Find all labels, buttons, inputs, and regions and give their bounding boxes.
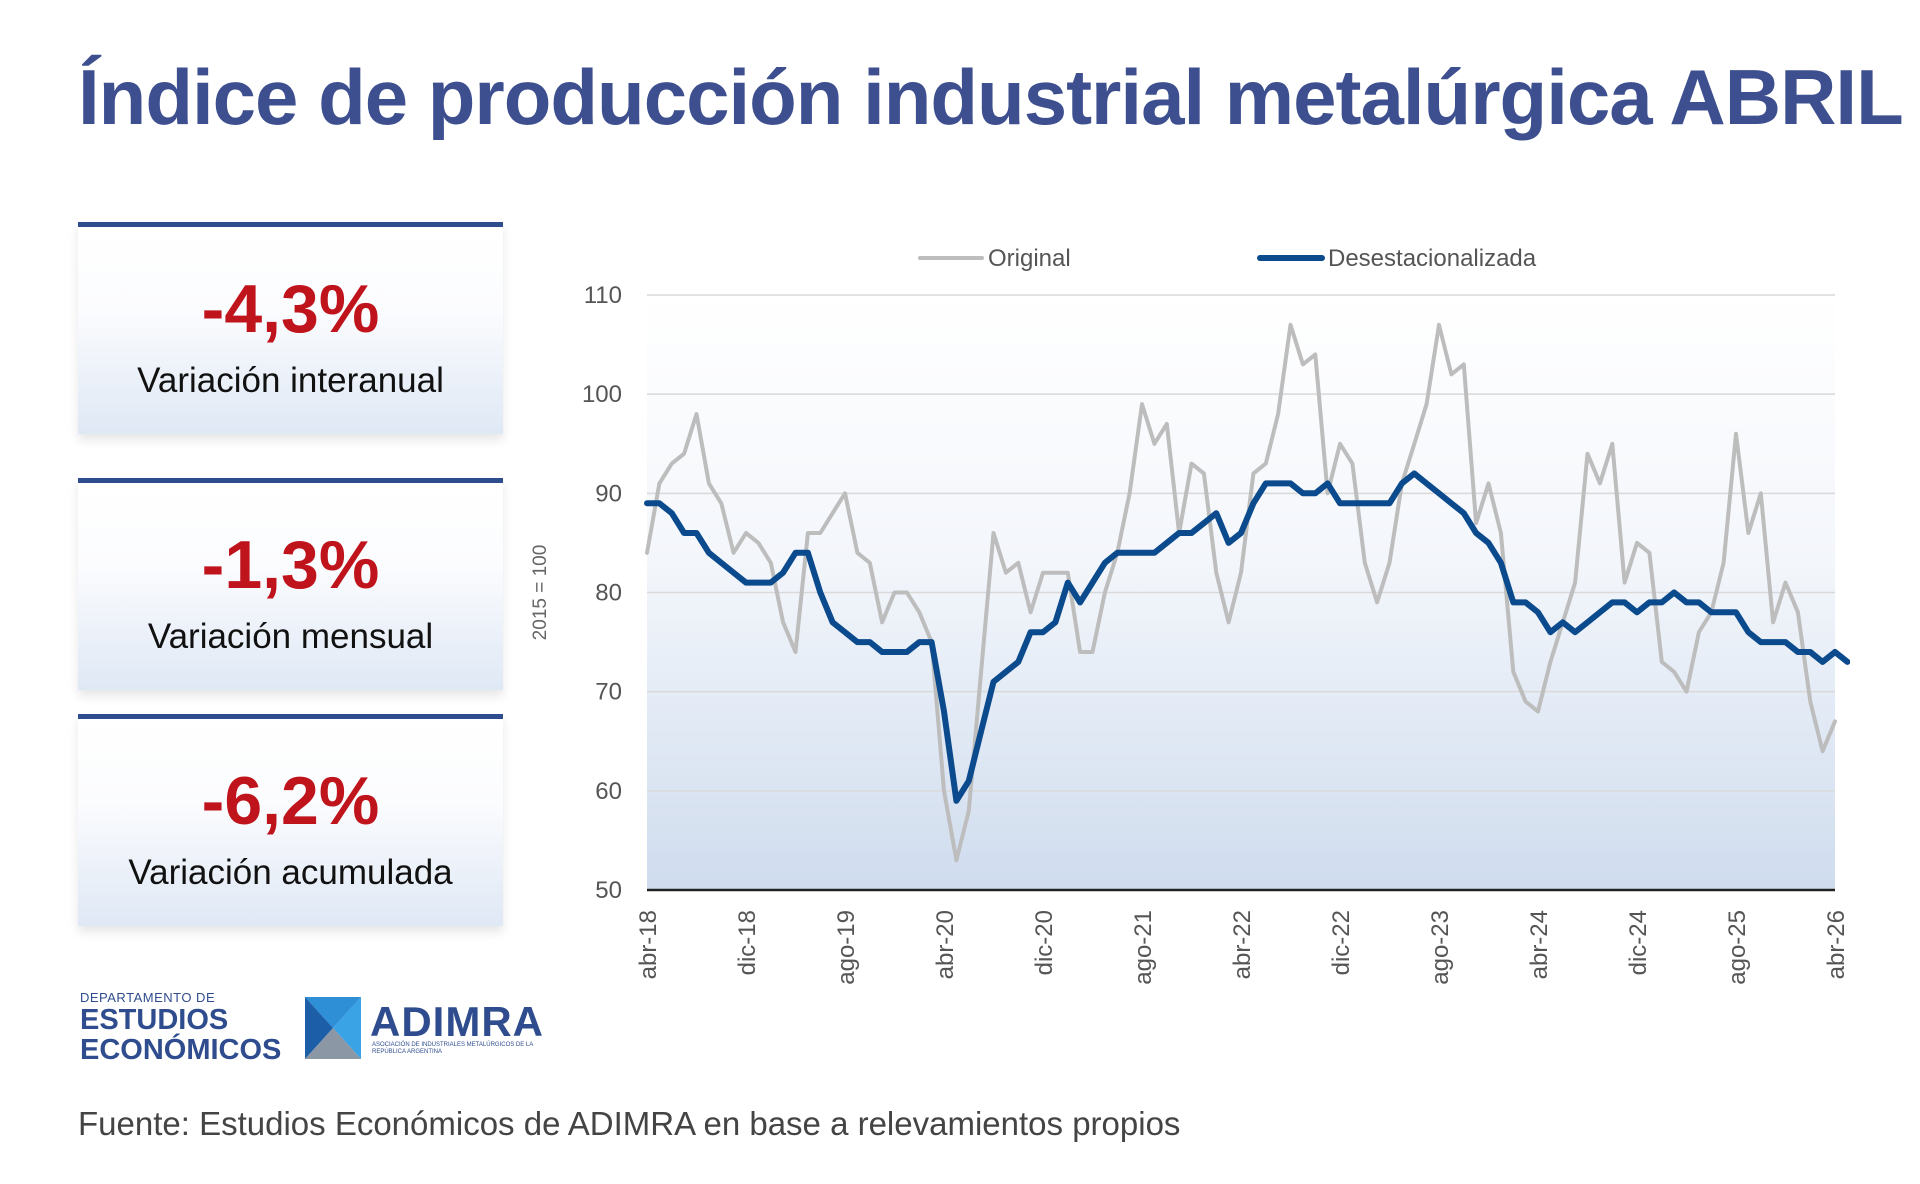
source-note: Fuente: Estudios Económicos de ADIMRA en… [78, 1105, 1181, 1142]
series-line-original [645, 322, 1837, 863]
x-tick-label: dic-18 [734, 910, 761, 975]
kpi-value: -6,2% [201, 763, 380, 839]
x-tick-label: dic-24 [1625, 910, 1652, 975]
kpi-label: Variación mensual [147, 617, 434, 656]
adimra-logo-subtitle: ASOCIACIÓN DE INDUSTRIALES METALÚRGICOS … [372, 1042, 533, 1055]
kpi-label: Variación acumulada [128, 853, 453, 892]
x-tick-label: abr-24 [1526, 910, 1553, 979]
line-chart: 50 60 70 80 90 100 110 2015 = 100 abr-18 dic-18 ag… [530, 245, 1850, 985]
legend-label: Original [988, 245, 1071, 272]
x-tick-label: dic-20 [1031, 910, 1058, 975]
x-tick-label: abr-26 [1823, 910, 1850, 979]
y-axis-label: 2015 = 100 [530, 545, 551, 641]
estudios-economicos-logo: DEPARTAMENTO DE ESTUDIOS ECONÓMICOS [80, 990, 281, 1065]
x-tick-label: ago-21 [1130, 910, 1157, 985]
kpi-card-interanual: -4,3% Variación interanual [78, 222, 503, 434]
x-tick-label: ago-23 [1427, 910, 1454, 985]
x-tick-label: abr-22 [1229, 910, 1256, 979]
x-tick-label: ago-25 [1724, 910, 1751, 985]
page-title: Índice de producción industrial metalúrg… [78, 53, 1904, 141]
logo-dept-small: DEPARTAMENTO DE [80, 990, 216, 1005]
x-tick-label: ago-19 [833, 910, 860, 985]
kpi-value: -1,3% [201, 527, 380, 603]
x-tick-label: abr-20 [932, 910, 959, 979]
y-tick-label: 110 [584, 282, 622, 309]
x-tick-label: dic-22 [1328, 910, 1355, 975]
y-tick-label: 100 [582, 381, 622, 408]
kpi-label: Variación interanual [137, 361, 444, 400]
y-tick-label: 60 [595, 778, 622, 805]
y-tick-label: 80 [595, 580, 622, 607]
y-tick-label: 50 [595, 877, 622, 904]
logo-dept-line2: ECONÓMICOS [80, 1034, 282, 1066]
series-line-desestacionalizada [644, 470, 1850, 804]
y-tick-label: 70 [595, 679, 622, 706]
kpi-card-mensual: -1,3% Variación mensual [78, 478, 503, 690]
kpi-value: -4,3% [201, 271, 380, 347]
adimra-logo-icon [305, 997, 361, 1059]
logo-dept-line1: ESTUDIOS [80, 1004, 229, 1036]
kpi-card-acumulada: -6,2% Variación acumulada [78, 714, 503, 926]
y-tick-label: 90 [595, 480, 622, 507]
legend-label: Desestacionalizada [1328, 245, 1537, 272]
x-tick-label: abr-18 [635, 910, 662, 979]
adimra-logo-text: ADIMRA [370, 998, 544, 1045]
